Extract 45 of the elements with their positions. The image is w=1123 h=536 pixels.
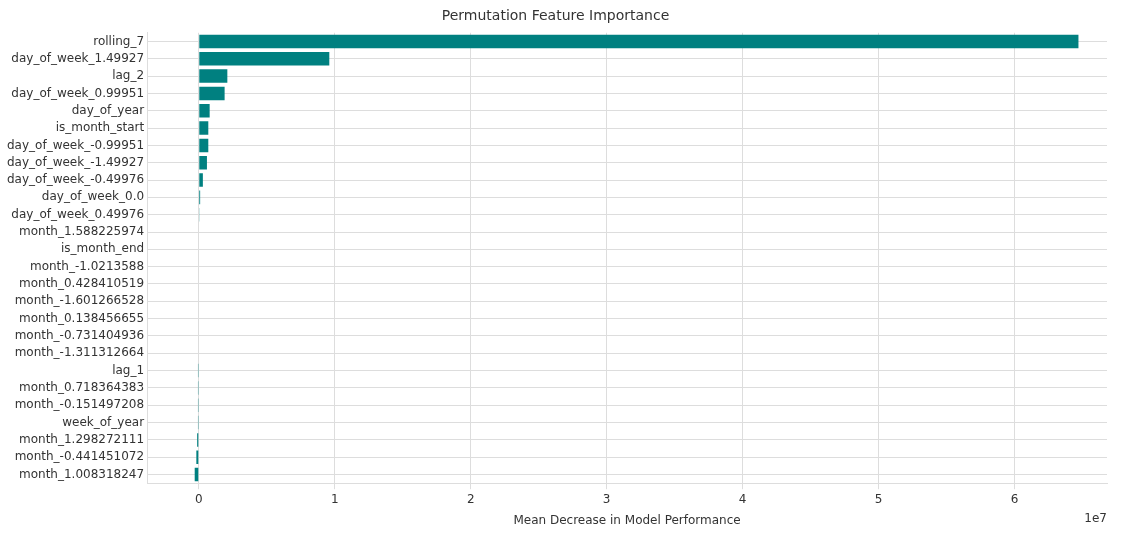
bar — [199, 52, 330, 66]
x-tick-label: 4 — [738, 491, 747, 506]
x-tick-label: 5 — [874, 491, 883, 506]
y-tick-label: month_1.298272111 — [19, 432, 145, 447]
y-tick-label: month_0.428410519 — [19, 276, 145, 291]
y-tick-label: month_-1.0213588 — [29, 258, 145, 273]
text: 1e7 — [1084, 511, 1107, 526]
y-tick-label: lag_1 — [112, 362, 145, 377]
bar — [199, 69, 228, 83]
bar — [199, 86, 225, 101]
y-tick-label: month_-0.151497208 — [14, 397, 145, 412]
bar — [199, 34, 1079, 49]
bar — [199, 121, 209, 135]
bar — [199, 104, 210, 118]
y-tick-label: month_-0.441451072 — [14, 449, 145, 464]
y-tick-label: day_of_week_-1.49927 — [7, 154, 145, 169]
y-tick-label: lag_2 — [112, 68, 145, 83]
y-tick-label: week_of_year — [62, 414, 145, 429]
x-tick-label: 0 — [194, 491, 203, 506]
y-tick-label: month_-1.311312664 — [14, 345, 145, 360]
y-tick-label: day_of_week_0.99951 — [11, 85, 145, 100]
y-tick-label: month_0.138456655 — [19, 310, 145, 325]
y-tick-label: month_-1.601266528 — [14, 293, 145, 308]
bar — [199, 155, 207, 170]
x-tick-label: 3 — [602, 491, 611, 506]
y-tick-label: month_1.588225974 — [19, 224, 145, 239]
y-tick-label: month_-0.731404936 — [14, 328, 145, 343]
x-tick-label: 6 — [1010, 491, 1019, 506]
y-tick-label: month_1.008318247 — [19, 466, 145, 481]
y-tick-label: rolling_7 — [93, 33, 145, 48]
bar — [199, 173, 203, 187]
chart-title: Permutation Feature Importance — [441, 7, 670, 24]
y-tick-label: is_month_start — [55, 120, 145, 135]
x-tick-label: 2 — [466, 491, 475, 506]
y-tick-label: is_month_end — [60, 241, 145, 256]
y-tick-label: day_of_week_-0.99951 — [7, 137, 145, 152]
y-tick-label: day_of_week_0.49976 — [11, 206, 145, 221]
y-tick-label: day_of_week_1.49927 — [11, 50, 145, 65]
x-tick-label: 1 — [330, 491, 339, 506]
y-tick-label: day_of_year — [71, 102, 145, 117]
y-tick-label: day_of_week_0.0 — [41, 189, 145, 204]
x-axis-title: Mean Decrease in Model Performance — [513, 512, 741, 527]
bar — [199, 138, 209, 153]
y-tick-label: day_of_week_-0.49976 — [7, 172, 145, 187]
y-tick-label: month_0.718364383 — [19, 380, 145, 395]
